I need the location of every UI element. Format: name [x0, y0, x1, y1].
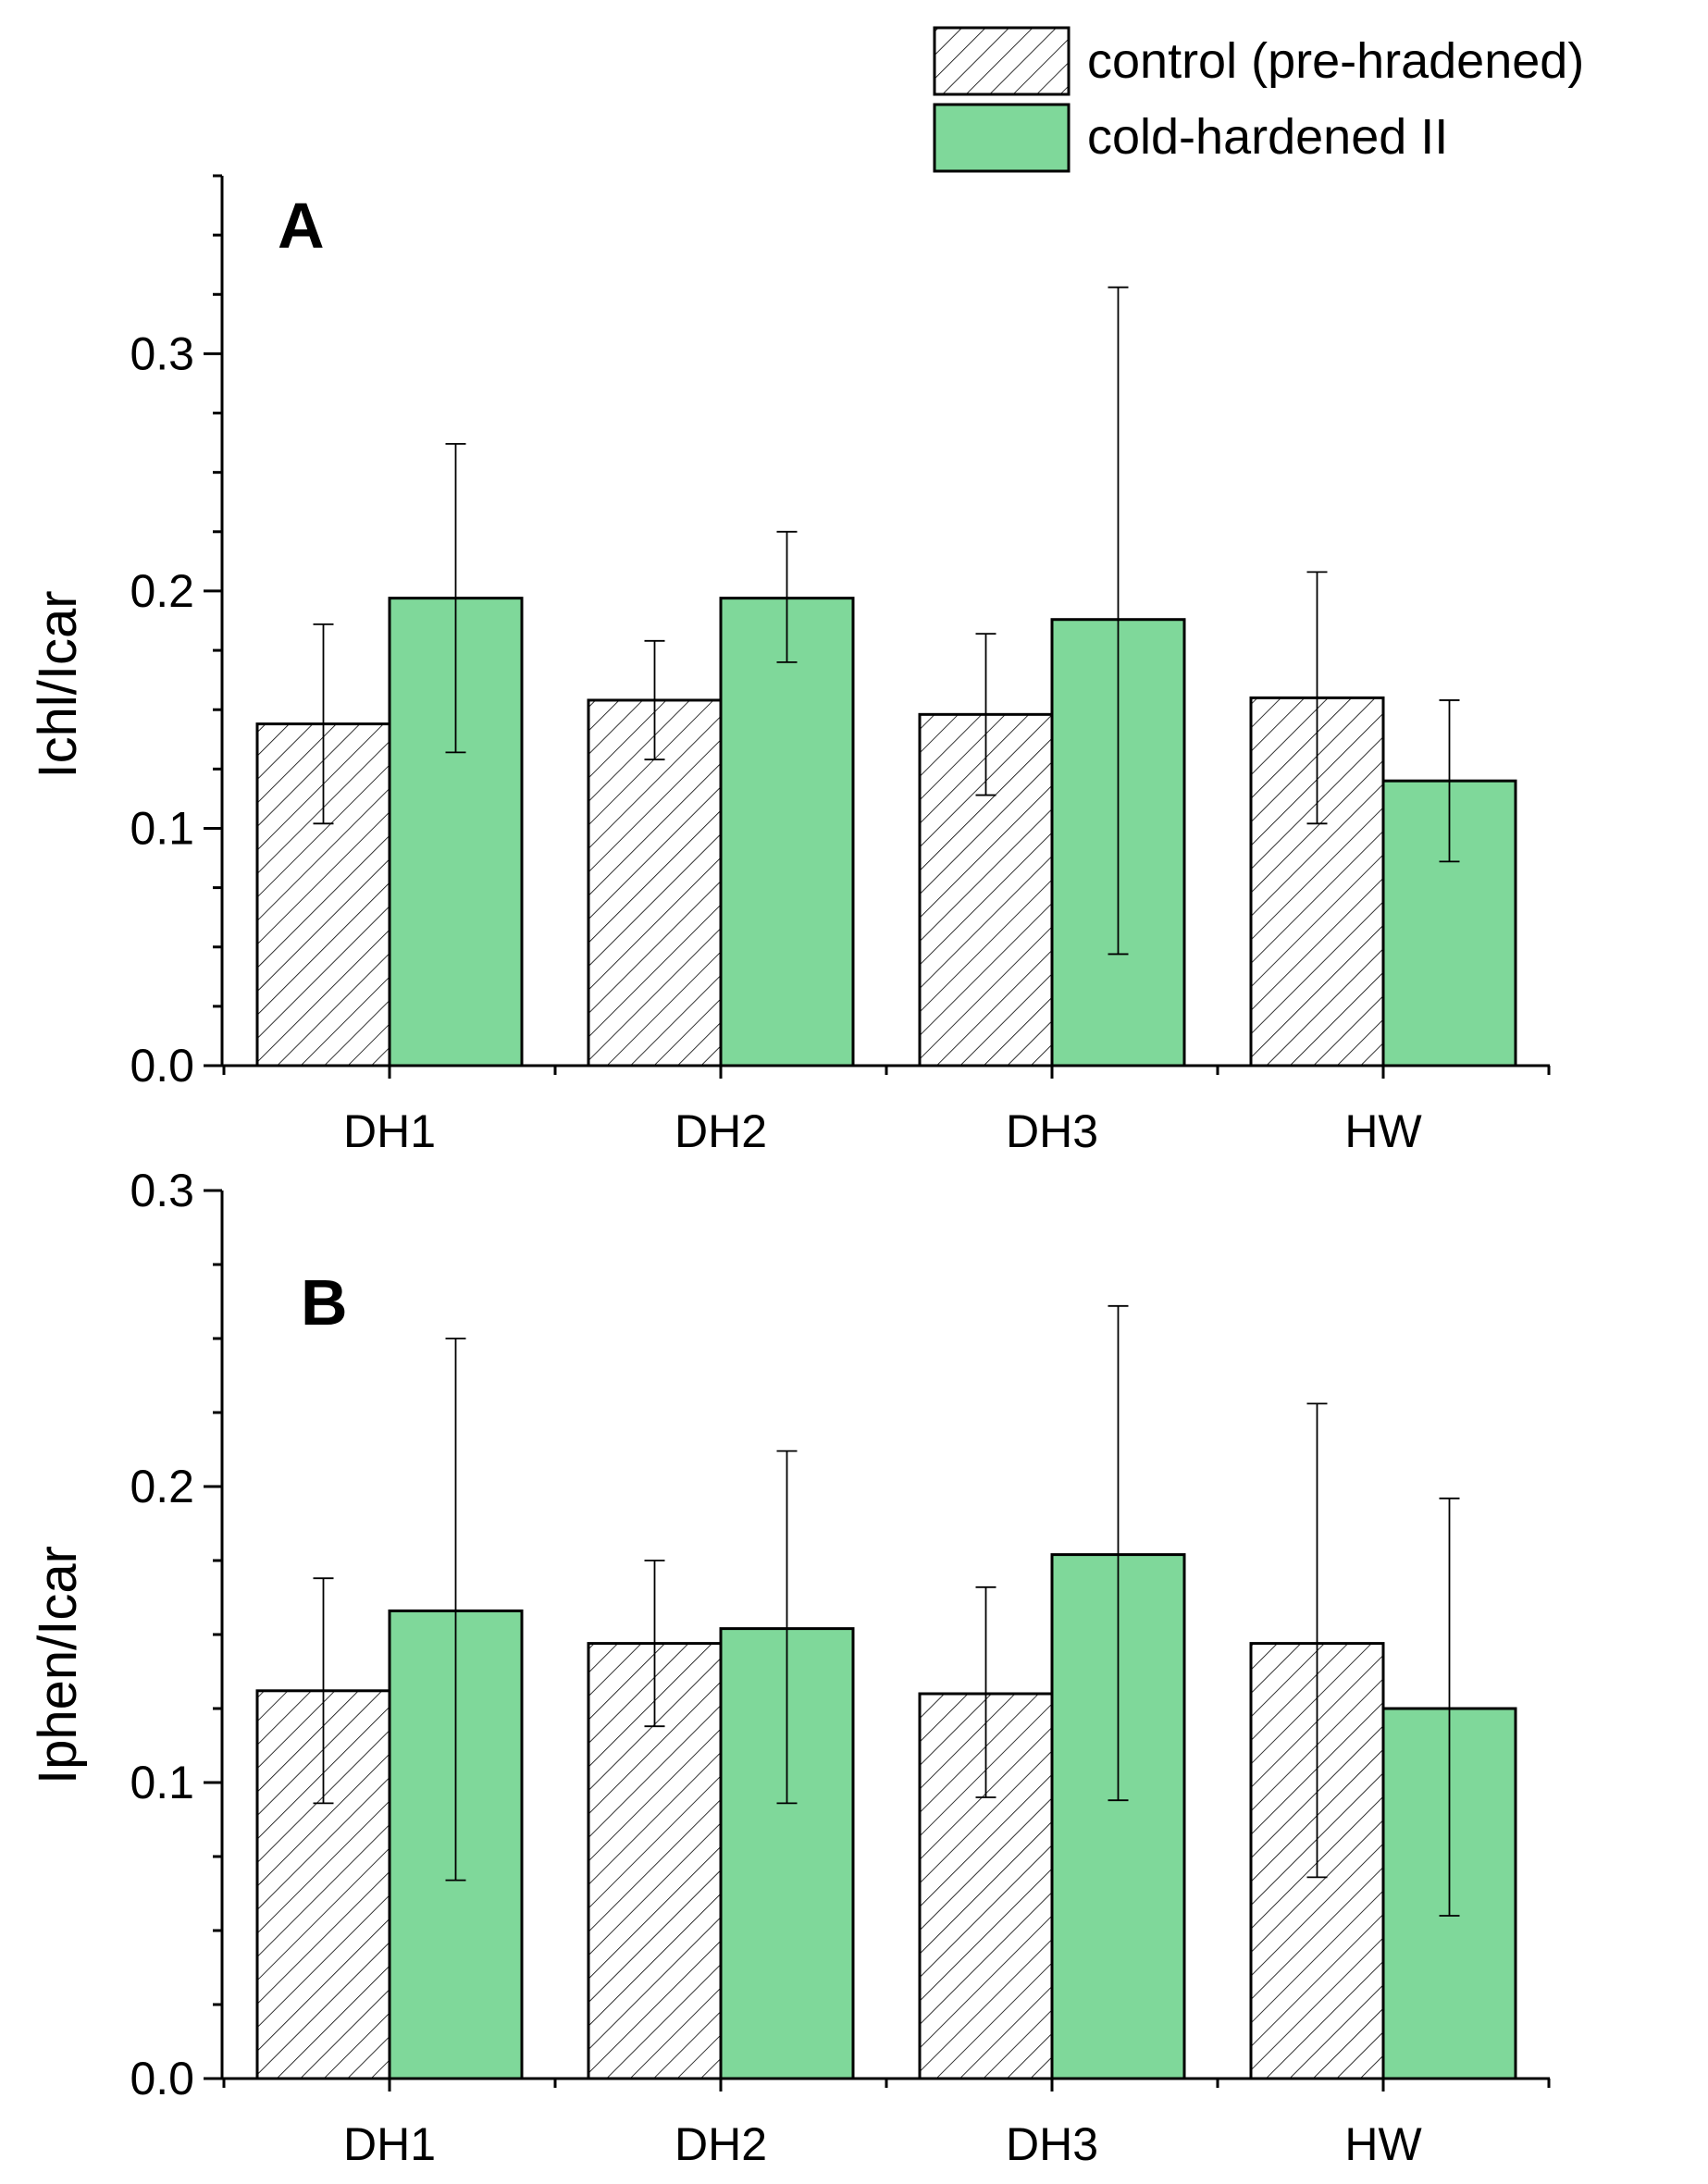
errorbar-b-control-dh2 — [644, 1560, 665, 1728]
y-tick-label-a: 0.1 — [130, 802, 194, 854]
panel-letter-b: B — [301, 1266, 348, 1339]
errorbar-a-cold-hw — [1439, 699, 1460, 863]
errorbar-a-cold-dh2 — [776, 530, 798, 663]
legend-label-cold: cold-hardened II — [1087, 109, 1448, 165]
panel-letter-a: A — [278, 190, 325, 262]
legend-label-control: control (pre-hradened) — [1087, 33, 1584, 89]
panel-b-axes — [204, 1189, 1551, 2091]
x-tick-label-b-dh3: DH3 — [1006, 2118, 1098, 2170]
y-tick-label-a: 0.2 — [130, 565, 194, 617]
legend: control (pre-hradened) cold-hardened II — [933, 26, 1584, 173]
y-tick-label-b: 0.0 — [130, 2053, 194, 2104]
y-axis-label-a: Ichl/Icar — [28, 590, 88, 778]
errorbar-b-cold-dh2 — [776, 1450, 798, 1805]
y-tick-label-b: 0.3 — [130, 1165, 194, 1216]
bar-a-cold-dh2 — [719, 597, 855, 1067]
errorbar-b-cold-hw — [1439, 1497, 1460, 1917]
legend-swatch-control — [933, 26, 1071, 96]
x-tick-label-b-dh2: DH2 — [675, 2118, 767, 2170]
y-tick-label-b: 0.2 — [130, 1461, 194, 1512]
x-tick-label-a-dh1: DH1 — [343, 1105, 436, 1157]
panel-b-bars — [255, 1553, 1517, 2080]
panel-a-bars — [255, 597, 1517, 1067]
errorbar-a-control-dh2 — [644, 639, 665, 760]
errorbar-b-control-hw — [1306, 1402, 1328, 1879]
y-axis-label-b: Iphen/Icar — [28, 1546, 88, 1784]
x-tick-label-a-hw: HW — [1344, 1105, 1422, 1157]
panel-a-tick-labels: DH1 DH2 DH3 HW 0.0 0.1 0.2 0.3 — [130, 327, 1422, 1157]
panel-a: DH1 DH2 DH3 HW 0.0 0.1 0.2 0.3 A Ichl/Icar — [28, 174, 1551, 1157]
errorbar-b-cold-dh3 — [1108, 1304, 1129, 1802]
errorbar-a-control-dh1 — [313, 623, 334, 825]
errorbar-b-control-dh1 — [313, 1577, 334, 1805]
errorbar-a-cold-dh3 — [1108, 286, 1129, 956]
errorbar-b-control-dh3 — [975, 1586, 996, 1798]
x-tick-label-b-dh1: DH1 — [343, 2118, 436, 2170]
panel-a-axes — [204, 174, 1551, 1079]
legend-swatch-cold — [933, 103, 1071, 173]
errorbar-a-control-hw — [1306, 571, 1328, 825]
y-tick-label-a: 0.0 — [130, 1040, 194, 1092]
panel-a-errorbars — [313, 286, 1460, 956]
errorbar-b-cold-dh1 — [445, 1338, 466, 1882]
y-tick-label-b: 0.1 — [130, 1757, 194, 1808]
panel-b-errorbars — [313, 1304, 1460, 1917]
errorbar-a-control-dh3 — [975, 633, 996, 796]
panel-b-tick-labels: DH1 DH2 DH3 HW 0.0 0.1 0.2 0.3 — [130, 1165, 1422, 2170]
errorbar-a-cold-dh1 — [445, 442, 466, 754]
x-tick-label-a-dh3: DH3 — [1006, 1105, 1098, 1157]
y-tick-label-a: 0.3 — [130, 327, 194, 379]
x-tick-label-a-dh2: DH2 — [675, 1105, 767, 1157]
x-tick-label-b-hw: HW — [1344, 2118, 1422, 2170]
panel-b: DH1 DH2 DH3 HW 0.0 0.1 0.2 0.3 B Iphen/Icar — [28, 1165, 1551, 2170]
